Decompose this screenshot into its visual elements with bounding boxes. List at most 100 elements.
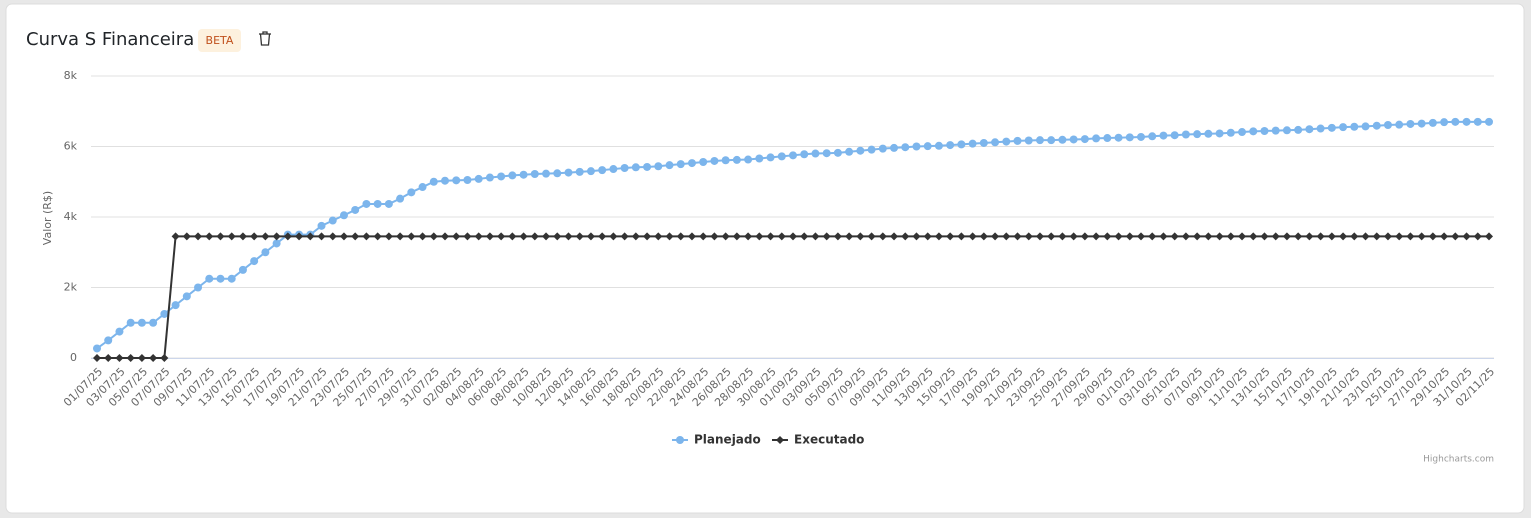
data-point	[384, 199, 393, 208]
data-point	[452, 176, 461, 185]
data-point	[1260, 126, 1269, 135]
data-point	[923, 232, 932, 241]
data-point	[575, 167, 584, 176]
data-point	[1316, 232, 1325, 241]
data-point	[115, 354, 124, 362]
data-point	[934, 141, 943, 150]
data-point	[519, 232, 528, 241]
data-point	[373, 199, 382, 208]
data-point	[564, 168, 573, 177]
data-point	[485, 173, 494, 182]
data-point	[542, 169, 551, 178]
data-point	[1159, 232, 1168, 241]
data-point	[149, 354, 158, 362]
data-point	[968, 139, 977, 148]
data-point	[519, 170, 528, 179]
data-point	[126, 354, 135, 362]
data-point	[1350, 122, 1359, 131]
data-point	[1282, 126, 1291, 135]
data-point	[1271, 232, 1280, 241]
data-point	[1339, 123, 1348, 132]
data-point	[1148, 132, 1157, 141]
data-point	[1069, 135, 1078, 144]
data-point	[1440, 118, 1449, 127]
credits: Highcharts.com	[1423, 455, 1494, 465]
data-point	[1428, 232, 1437, 241]
data-point	[407, 232, 416, 241]
data-point	[1103, 134, 1112, 143]
data-point	[1193, 232, 1202, 241]
data-point	[789, 151, 797, 160]
data-point	[396, 194, 405, 203]
data-point	[1395, 120, 1404, 129]
data-point	[104, 336, 113, 345]
data-point	[890, 143, 899, 152]
badge-bg	[198, 29, 241, 52]
data-point	[586, 232, 595, 241]
data-point	[205, 274, 214, 283]
data-point	[1260, 232, 1269, 241]
data-point	[1406, 119, 1415, 128]
data-point	[598, 166, 607, 175]
y-tick-label: 8k	[64, 69, 78, 82]
data-point	[777, 152, 786, 161]
data-point	[598, 232, 607, 241]
data-point	[261, 248, 270, 257]
legend-marker	[676, 436, 684, 444]
data-point	[957, 140, 966, 149]
data-point	[665, 161, 674, 170]
data-point	[710, 232, 719, 241]
data-point	[474, 174, 483, 183]
delete-icon[interactable]	[259, 31, 271, 46]
data-point	[1058, 135, 1067, 144]
data-point	[979, 138, 988, 147]
data-point	[160, 309, 169, 318]
data-point	[441, 232, 449, 241]
data-point	[227, 274, 236, 283]
data-point	[878, 232, 887, 241]
data-point	[1137, 132, 1145, 141]
data-point	[1406, 232, 1415, 241]
data-point	[1226, 232, 1235, 241]
data-point	[137, 318, 146, 327]
data-point	[1372, 121, 1381, 130]
data-point	[957, 232, 966, 241]
data-point	[1462, 232, 1471, 241]
data-point	[923, 142, 932, 151]
data-point	[362, 232, 371, 241]
data-point	[721, 232, 730, 241]
data-point	[1316, 124, 1325, 133]
data-point	[115, 327, 124, 336]
data-point	[833, 232, 842, 241]
data-point	[339, 211, 348, 220]
data-point	[654, 232, 663, 241]
data-point	[1361, 122, 1370, 131]
data-point	[1383, 120, 1392, 129]
data-point	[553, 169, 562, 178]
legend-marker	[776, 436, 784, 444]
data-point	[845, 147, 854, 156]
data-point	[93, 344, 101, 353]
data-point	[1069, 232, 1078, 241]
data-point	[755, 154, 764, 163]
data-point	[238, 232, 247, 241]
data-point	[373, 232, 382, 241]
data-point	[979, 232, 988, 241]
data-point	[182, 292, 191, 301]
data-point	[890, 232, 899, 241]
data-point	[1103, 232, 1112, 241]
data-point	[1024, 232, 1033, 241]
legend-label: Planejado	[694, 433, 761, 447]
data-point	[1249, 127, 1258, 136]
data-point	[856, 232, 865, 241]
data-point	[194, 283, 203, 292]
data-point	[676, 160, 685, 169]
data-point	[833, 148, 842, 157]
data-point	[789, 232, 797, 241]
data-point	[687, 232, 696, 241]
data-point	[1383, 232, 1392, 241]
data-point	[1249, 232, 1258, 241]
data-point	[126, 318, 135, 327]
data-point	[1417, 119, 1426, 128]
data-point	[1361, 232, 1370, 241]
